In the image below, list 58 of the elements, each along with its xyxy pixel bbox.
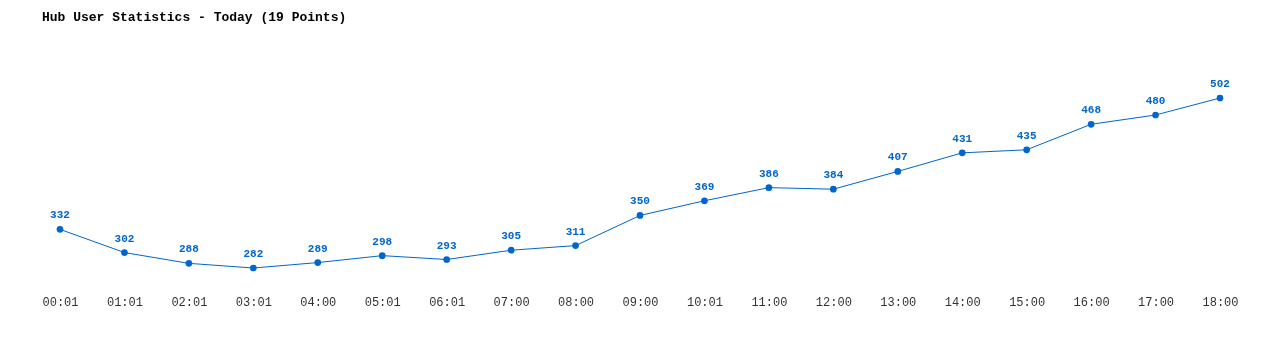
point <box>765 184 773 191</box>
point <box>701 197 708 205</box>
x-tick-label: 13:00 <box>880 295 917 310</box>
point <box>894 168 902 175</box>
point <box>121 249 128 256</box>
point <box>572 242 579 249</box>
point <box>443 256 451 263</box>
point <box>249 264 257 272</box>
data-label: 480 <box>1145 95 1166 107</box>
data-label: 302 <box>114 232 135 245</box>
data-label: 293 <box>436 239 457 252</box>
data-label: 298 <box>372 235 393 248</box>
x-tick-label: 04:00 <box>300 295 337 310</box>
point <box>378 252 386 259</box>
data-label: 468 <box>1081 104 1102 117</box>
data-label: 431 <box>952 132 973 145</box>
data-label: 332 <box>50 209 70 222</box>
x-tick-label: 08:00 <box>558 295 595 310</box>
x-tick-label: 00:01 <box>42 295 79 310</box>
x-tick-label: 11:00 <box>751 295 788 310</box>
point <box>507 246 515 254</box>
point <box>958 149 966 157</box>
point <box>636 212 644 219</box>
x-tick-label: 17:00 <box>1138 295 1175 310</box>
x-tick-label: 02:01 <box>171 295 208 310</box>
x-tick-label: 14:00 <box>944 295 981 310</box>
point <box>56 226 64 233</box>
x-tick-label: 15:00 <box>1009 295 1046 310</box>
data-label: 289 <box>307 242 328 255</box>
point <box>1216 94 1224 102</box>
x-tick-label: 16:00 <box>1073 295 1110 310</box>
point <box>1023 146 1031 154</box>
data-label: 407 <box>887 151 908 164</box>
x-tick-label: 12:00 <box>815 295 852 310</box>
x-tick-label: 05:01 <box>364 295 401 310</box>
point <box>1152 111 1159 119</box>
data-label: 369 <box>694 180 715 193</box>
data-label: 311 <box>565 225 586 238</box>
chart-title: Hub User Statistics - Today (19 Points) <box>42 10 347 25</box>
point <box>1087 120 1095 128</box>
data-label: 502 <box>1210 78 1230 90</box>
data-label: 435 <box>1016 129 1037 142</box>
point <box>314 259 322 266</box>
point <box>829 185 837 193</box>
x-tick-label: 10:01 <box>686 295 723 310</box>
data-label: 384 <box>823 169 844 182</box>
x-tick-label: 06:01 <box>429 295 466 310</box>
data-label: 386 <box>758 167 779 180</box>
x-tick-label: 03:01 <box>235 295 272 310</box>
data-label: 282 <box>243 248 264 260</box>
data-label: 305 <box>501 230 522 243</box>
x-tick-label: 01:01 <box>106 295 143 310</box>
data-label: 350 <box>630 195 650 208</box>
data-label: 288 <box>178 243 200 256</box>
x-tick-label: 18:00 <box>1202 295 1239 310</box>
point <box>185 260 193 267</box>
x-tick-label: 09:00 <box>622 295 659 310</box>
x-tick-label: 07:00 <box>493 295 530 310</box>
